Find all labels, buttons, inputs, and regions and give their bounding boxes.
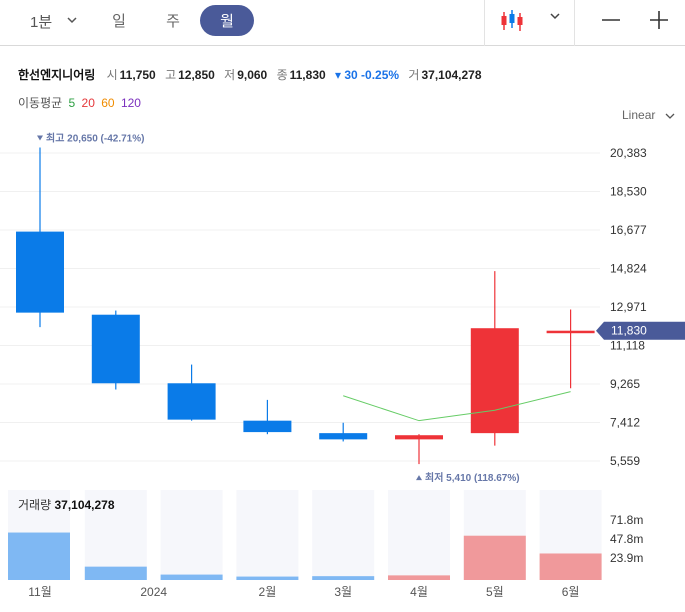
- period-button-month[interactable]: 월: [200, 5, 254, 36]
- x-tick-label: 4월: [410, 585, 428, 599]
- high-label: 고: [165, 68, 177, 82]
- low-marker-icon: [416, 475, 422, 481]
- x-tick-label: 5월: [486, 585, 504, 599]
- candle-body: [470, 328, 519, 434]
- open-label: 시: [106, 68, 118, 82]
- stock-name: 한선엔지니어링: [18, 68, 96, 82]
- ma-period-20: 20: [81, 96, 95, 110]
- x-tick-label: 3월: [334, 585, 352, 599]
- moving-average-label: 이동평균: [18, 96, 63, 110]
- ma-period-5: 5: [68, 96, 76, 110]
- candle-body: [395, 435, 443, 440]
- low-value: 9,060: [237, 68, 268, 82]
- chevron-down-icon[interactable]: [548, 9, 562, 23]
- minute-period-select[interactable]: 1분: [18, 6, 84, 36]
- price-tick-label: 9,265: [610, 377, 640, 391]
- price-tick-label: 16,677: [610, 223, 647, 237]
- low-label: 저: [224, 68, 236, 82]
- candle-body: [167, 383, 216, 420]
- scale-label: Linear: [622, 108, 656, 122]
- chevron-down-icon: [67, 17, 77, 24]
- volume-slot-background: [388, 490, 450, 580]
- current-price-label: 11,830: [611, 324, 647, 338]
- volume-bar: [8, 532, 70, 580]
- zoom-out-icon[interactable]: [599, 8, 623, 32]
- candle-body: [319, 433, 368, 440]
- x-tick-label: 6월: [562, 585, 580, 599]
- volume-tick-label: 47.8m: [610, 532, 643, 546]
- open-value: 11,750: [119, 68, 156, 82]
- ma-period-120: 120: [120, 96, 141, 110]
- x-tick-label: 2024: [140, 585, 167, 599]
- volume-bar: [463, 535, 526, 580]
- chevron-down-icon: [665, 113, 675, 119]
- moving-average-legend[interactable]: 이동평균 5 20 60 120: [18, 94, 141, 111]
- volume-slot-background: [236, 490, 299, 580]
- high-marker-icon: [37, 135, 43, 141]
- candle-body: [546, 330, 595, 334]
- candle-body: [16, 231, 64, 313]
- zoom-in-icon[interactable]: [647, 8, 671, 32]
- volume-slot-background: [84, 490, 147, 580]
- minute-period-label: 1분: [30, 13, 53, 31]
- high-annotation: 최고 20,650 (-42.71%): [46, 131, 144, 144]
- volume-bar: [84, 566, 147, 580]
- volume-bar: [312, 576, 375, 580]
- price-change: ▾ 30 -0.25%: [335, 68, 400, 82]
- low-annotation: 최저 5,410 (118.67%): [425, 471, 520, 484]
- toolbar-divider: [484, 0, 485, 46]
- high-value: 12,850: [178, 68, 215, 82]
- close-value: 11,830: [289, 68, 326, 82]
- candle-body: [91, 314, 140, 384]
- period-button-day[interactable]: 일: [112, 13, 126, 30]
- candle-body: [243, 420, 292, 433]
- price-tick-label: 14,824: [610, 262, 647, 276]
- volume-tick-label: 71.8m: [610, 513, 643, 527]
- volume-label: 거: [408, 68, 420, 82]
- volume-slot-background: [160, 490, 223, 580]
- toolbar-divider: [574, 0, 575, 46]
- candlestick-chart-icon[interactable]: [494, 6, 530, 36]
- volume-bar: [236, 576, 299, 580]
- ma-period-60: 60: [101, 96, 115, 110]
- quote-summary: 한선엔지니어링 시 11,750 고 12,850 저 9,060 종 11,830 ▾…: [18, 66, 488, 83]
- close-label: 종: [276, 68, 288, 82]
- volume-title-value: 37,104,278: [54, 498, 115, 512]
- price-tick-label: 5,559: [610, 454, 640, 468]
- volume-bar: [388, 575, 450, 580]
- ma5-line: [343, 391, 571, 422]
- volume-value: 37,104,278: [421, 68, 482, 82]
- x-tick-label: 2월: [259, 585, 277, 599]
- price-tick-label: 20,383: [610, 146, 647, 160]
- volume-slot-background: [312, 490, 375, 580]
- price-tick-label: 18,530: [610, 185, 647, 199]
- scale-select[interactable]: Linear: [622, 108, 675, 122]
- volume-title-label: 거래량: [18, 498, 52, 512]
- volume-bar: [160, 574, 223, 580]
- volume-title: 거래량 37,104,278: [18, 496, 115, 513]
- current-price-tag: [596, 321, 685, 340]
- price-tick-label: 12,971: [610, 300, 647, 314]
- x-tick-label: 11월: [28, 585, 52, 599]
- volume-tick-label: 23.9m: [610, 551, 643, 565]
- chart-toolbar: 1분 일 주 월: [0, 0, 685, 46]
- volume-bar: [539, 553, 602, 580]
- price-tick-label: 11,118: [610, 339, 645, 353]
- period-button-week[interactable]: 주: [166, 13, 180, 30]
- price-tick-label: 7,412: [610, 416, 640, 430]
